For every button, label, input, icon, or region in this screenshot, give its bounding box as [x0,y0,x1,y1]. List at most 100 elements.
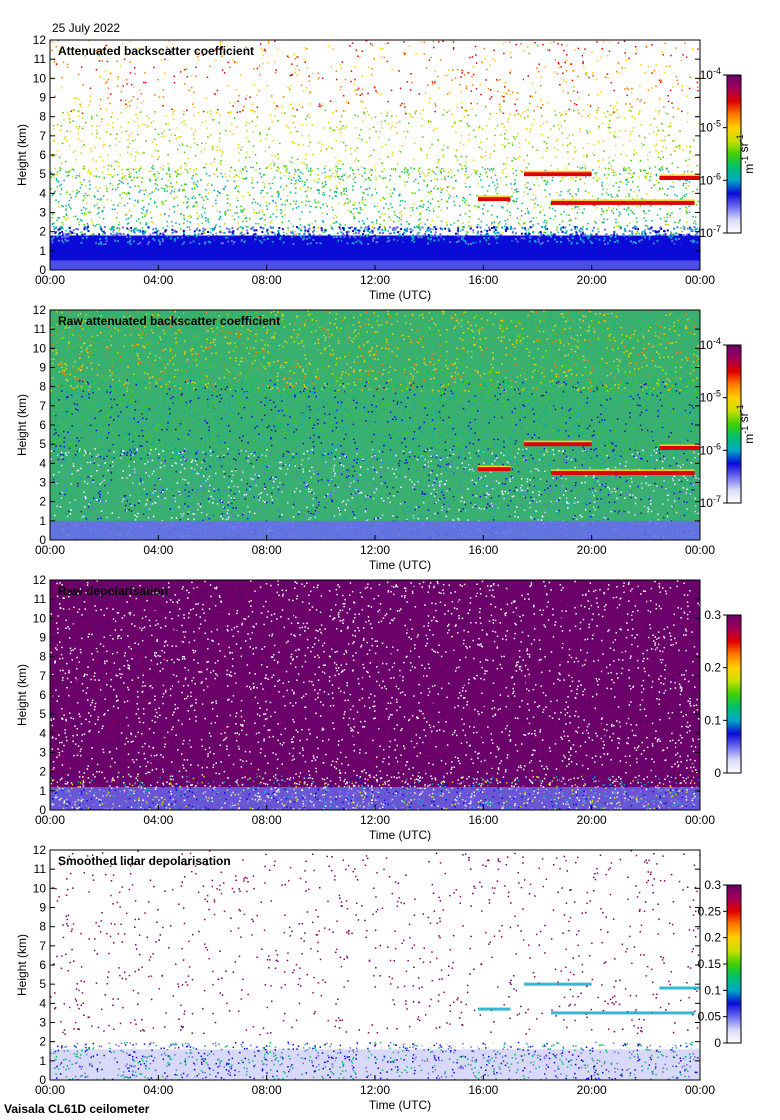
colorbar: 0 0.1 0.2 0.3 [704,608,742,780]
x-tick-label: 16:00 [468,1083,498,1097]
x-tick-label: 08:00 [252,1083,282,1097]
y-tick-label: 10 [33,341,47,355]
x-tick-label: 16:00 [468,273,498,287]
x-tick-label: 08:00 [252,273,282,287]
y-tick-label: 5 [39,977,46,991]
cloud-layer-mark [477,1007,511,1011]
x-tick-label: 20:00 [577,273,607,287]
y-tick-label: 11 [34,592,47,606]
x-axis-title: Time (UTC) [369,1098,431,1112]
colorbar-tick-label: 0.1 [704,983,721,997]
y-tick-label: 5 [39,437,46,451]
x-tick-label: 04:00 [143,273,173,287]
instrument-label: Vaisala CL61D ceilometer [4,1102,150,1116]
date-label: 25 July 2022 [52,21,120,35]
x-tick-label: 16:00 [468,543,498,557]
x-tick-label: 20:00 [577,813,607,827]
y-tick-label: 12 [33,33,47,47]
x-tick-label: 00:00 [35,543,65,557]
x-tick-label: 16:00 [468,813,498,827]
x-tick-label: 12:00 [360,1083,390,1097]
x-tick-label: 04:00 [143,1083,173,1097]
x-tick-label: 04:00 [143,543,173,557]
cloud-layer-mark [523,172,592,177]
colorbar: 10-7 10-6 10-5 10-4 m-1 sr-1 [700,66,756,240]
y-tick-label: 7 [39,129,46,143]
colorbar-tick-label: 10-4 [700,336,721,352]
y-tick-label: 8 [39,650,46,664]
x-tick-label: 00:00 [35,813,65,827]
y-tick-label: 4 [39,186,46,200]
y-axis-title: Height (km) [15,934,29,996]
colorbar-tick-label: 10-6 [700,171,721,187]
y-tick-label: 11 [34,862,47,876]
heatmap-field [50,850,700,1080]
colorbar-tick-label: 0.2 [704,931,721,945]
y-tick-label: 12 [33,303,47,317]
x-axis-title: Time (UTC) [369,288,431,302]
y-tick-label: 4 [39,996,46,1010]
colorbar-tick-label: 0.3 [704,608,721,622]
y-tick-label: 2 [39,225,46,239]
cloud-layer-mark [551,470,695,475]
colorbar-tick-label: 10-5 [700,119,721,135]
y-tick-label: 0 [39,803,46,817]
y-tick-label: 1 [39,1054,46,1068]
colorbar-tick-label: 0.2 [704,661,721,675]
y-tick-label: 11 [34,52,47,66]
y-tick-label: 12 [33,843,47,857]
panel-title: Raw depolarisation [58,584,168,598]
heatmap-field [50,40,700,270]
y-tick-label: 9 [39,631,46,645]
y-tick-label: 1 [39,514,46,528]
y-tick-label: 5 [39,167,46,181]
y-tick-label: 9 [39,901,46,915]
x-tick-label: 00:00 [685,1083,715,1097]
x-tick-label: 08:00 [252,813,282,827]
y-tick-label: 0 [39,263,46,277]
y-tick-label: 3 [39,746,46,760]
y-tick-label: 4 [39,456,46,470]
cloud-layer-mark [551,1011,695,1015]
y-tick-label: 12 [33,573,47,587]
cloud-layer-mark [551,200,695,205]
y-tick-label: 0 [39,1073,46,1087]
colorbar-tick-label: 10-7 [700,494,721,510]
heatmap-field [50,310,700,540]
x-tick-label: 08:00 [252,543,282,557]
y-tick-label: 1 [39,244,46,258]
y-tick-label: 1 [39,784,46,798]
panel-title: Raw attenuated backscatter coefficient [58,314,280,328]
panel-title: Smoothed lidar depolarisation [58,854,231,868]
x-tick-label: 00:00 [685,543,715,557]
colorbar-tick-label: 10-4 [700,66,721,82]
x-tick-label: 00:00 [35,1083,65,1097]
colorbar-tick-label: 0 [714,766,721,780]
x-tick-label: 20:00 [577,1083,607,1097]
colorbar-unit: m-1 sr-1 [735,134,756,173]
x-tick-label: 04:00 [143,813,173,827]
y-tick-label: 0 [39,533,46,547]
x-tick-label: 12:00 [360,273,390,287]
colorbar-tick-label: 10-5 [700,389,721,405]
cloud-layer-mark [659,446,700,450]
colorbar-tick-label: 0.1 [704,713,721,727]
y-tick-label: 6 [39,958,46,972]
cloud-layer-mark [659,176,700,180]
x-tick-label: 12:00 [360,813,390,827]
x-tick-label: 00:00 [685,273,715,287]
y-tick-label: 2 [39,495,46,509]
cloud-layer-mark [523,442,592,447]
x-tick-label: 20:00 [577,543,607,557]
y-axis-title: Height (km) [15,664,29,726]
y-tick-label: 2 [39,1035,46,1049]
colorbar: 10-7 10-6 10-5 10-4 m-1 sr-1 [700,336,756,510]
colorbar-tick-label: 0.25 [698,904,722,918]
colorbar-tick-label: 10-6 [700,441,721,457]
colorbar-tick-label: 10-7 [700,224,721,240]
